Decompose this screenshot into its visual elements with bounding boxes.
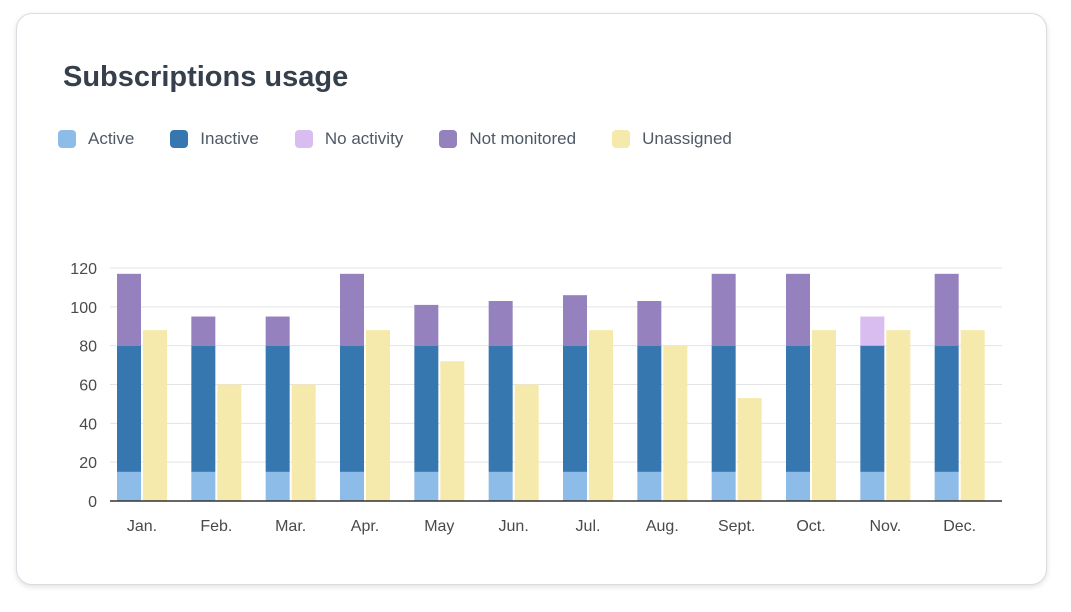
- bar-inactive: [117, 345, 141, 472]
- bar-not-monitored: [711, 273, 736, 346]
- y-tick-label: 0: [88, 494, 97, 511]
- x-tick-label: May: [424, 518, 454, 535]
- bar-not-monitored: [117, 273, 141, 346]
- legend-item-active[interactable]: Active: [58, 129, 134, 149]
- bar-active: [414, 471, 439, 501]
- bar-unassigned: [812, 330, 836, 501]
- bar-not-monitored: [786, 273, 810, 346]
- bar-active: [265, 471, 290, 501]
- legend-item-not-monitored[interactable]: Not monitored: [439, 129, 576, 149]
- bar-inactive: [265, 345, 290, 472]
- bar-not-monitored: [191, 316, 216, 346]
- chart-legend: Active Inactive No activity Not monitore…: [58, 129, 768, 149]
- bar-unassigned: [663, 345, 688, 501]
- y-tick-label: 20: [79, 455, 97, 472]
- chart-title: Subscriptions usage: [63, 61, 349, 93]
- bar-unassigned: [143, 330, 167, 501]
- y-tick-label: 120: [70, 261, 97, 278]
- legend-label-inactive: Inactive: [200, 129, 259, 148]
- x-tick-label: Aug.: [646, 518, 679, 535]
- bar-unassigned: [440, 361, 465, 501]
- bar-unassigned: [589, 330, 613, 501]
- x-tick-label: Oct.: [796, 518, 825, 535]
- bar-inactive: [637, 345, 662, 472]
- legend-swatch-no-activity: [294, 130, 313, 148]
- x-tick-label: Jan.: [127, 518, 157, 535]
- bar-active: [934, 471, 959, 501]
- x-tick-label: Dec.: [943, 518, 976, 535]
- legend-label-unassigned: Unassigned: [642, 129, 732, 148]
- bar-inactive: [860, 345, 885, 472]
- bar-active: [117, 471, 141, 501]
- legend-swatch-inactive: [170, 130, 189, 148]
- bar-active: [563, 471, 587, 501]
- legend-item-unassigned[interactable]: Unassigned: [612, 129, 732, 149]
- bar-not-monitored: [637, 301, 662, 346]
- legend-item-inactive[interactable]: Inactive: [170, 129, 259, 149]
- bar-no-activity: [860, 316, 885, 346]
- bar-not-monitored: [934, 273, 959, 346]
- x-tick-label: Mar.: [275, 518, 306, 535]
- bar-inactive: [414, 345, 439, 472]
- legend-swatch-unassigned: [612, 130, 631, 148]
- bar-unassigned: [366, 330, 390, 501]
- bar-active: [860, 471, 885, 501]
- bar-unassigned: [886, 330, 911, 501]
- bar-active: [786, 471, 810, 501]
- bar-inactive: [340, 345, 364, 472]
- legend-swatch-not-monitored: [439, 130, 458, 148]
- y-tick-label: 60: [79, 378, 97, 395]
- legend-swatch-active: [58, 130, 76, 148]
- bar-inactive: [563, 345, 587, 472]
- bar-not-monitored: [563, 295, 587, 346]
- bar-inactive: [786, 345, 810, 472]
- bar-inactive: [934, 345, 959, 472]
- legend-label-no-activity: No activity: [324, 129, 404, 148]
- y-tick-label: 100: [70, 300, 97, 317]
- bar-unassigned: [960, 330, 985, 501]
- bar-unassigned: [514, 384, 539, 501]
- bar-inactive: [488, 345, 513, 472]
- x-tick-label: Sept.: [718, 518, 755, 535]
- bar-not-monitored: [265, 316, 290, 346]
- bar-active: [191, 471, 216, 501]
- bar-not-monitored: [488, 301, 513, 346]
- legend-label-active: Active: [88, 129, 135, 148]
- legend-item-no-activity[interactable]: No activity: [294, 129, 404, 149]
- bar-not-monitored: [414, 304, 439, 346]
- bar-unassigned: [291, 384, 316, 501]
- bar-unassigned: [217, 384, 242, 501]
- x-tick-label: Jul.: [576, 518, 601, 535]
- bar-not-monitored: [340, 273, 364, 346]
- y-tick-label: 40: [79, 416, 97, 433]
- bar-inactive: [711, 345, 736, 472]
- bar-active: [340, 471, 364, 501]
- x-tick-label: Feb.: [200, 518, 232, 535]
- bar-unassigned: [737, 398, 762, 501]
- bar-active: [711, 471, 736, 501]
- bar-active: [637, 471, 662, 501]
- x-tick-label: Nov.: [869, 518, 901, 535]
- bar-inactive: [191, 345, 216, 472]
- bar-active: [488, 471, 513, 501]
- x-tick-label: Jun.: [499, 518, 529, 535]
- x-tick-label: Apr.: [351, 518, 379, 535]
- legend-label-not-monitored: Not monitored: [469, 129, 577, 148]
- y-tick-label: 80: [79, 339, 97, 356]
